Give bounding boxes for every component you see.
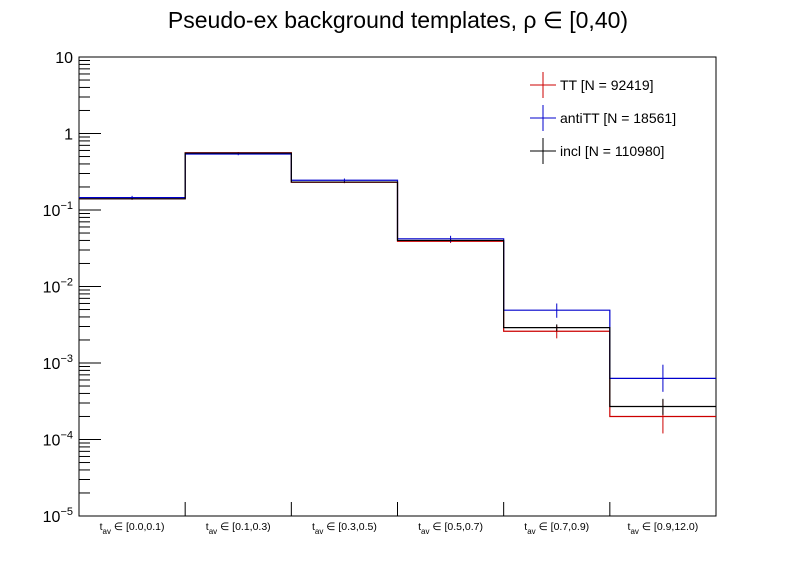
x-tick-range: ∈ [0.3,0.5) [323, 521, 377, 533]
y-tick-base: 10 [43, 509, 61, 526]
x-tick-sub: av [421, 527, 429, 536]
y-tick-label: 10−5 [43, 506, 73, 526]
x-axis: tav ∈ [0.0,0.1) tav ∈ [0.1,0.3) tav ∈ [0.3… [100, 502, 699, 536]
x-tick-main: t [312, 521, 315, 533]
x-tick-sub: av [315, 527, 323, 536]
y-tick-base: 10 [43, 280, 61, 297]
y-tick-base: 1 [64, 127, 73, 144]
x-tick-sub: av [527, 527, 535, 536]
y-tick-label: 10−4 [43, 430, 73, 450]
y-tick-exponent: −1 [60, 200, 73, 212]
x-tick-label: tav ∈ [0.5,0.7) [418, 521, 483, 536]
series-line [79, 152, 716, 408]
y-tick-label: 1 [64, 127, 73, 144]
y-tick-exponent: −3 [60, 353, 73, 365]
series-2 [79, 152, 716, 415]
x-tick-main: t [628, 521, 631, 533]
x-tick-main: t [100, 521, 103, 533]
x-tick-sub: av [103, 527, 111, 536]
y-tick-label: 10−1 [43, 200, 73, 220]
x-tick-main: t [524, 521, 527, 533]
y-tick-label: 10−2 [43, 277, 73, 297]
series-layer [79, 152, 716, 434]
x-tick-range: ∈ [0.9,12.0) [639, 521, 698, 533]
x-tick-main: t [418, 521, 421, 533]
x-tick-label: tav ∈ [0.1,0.3) [206, 521, 271, 536]
y-tick-exponent: −2 [60, 277, 73, 289]
y-tick-base: 10 [43, 356, 61, 373]
chart-title: Pseudo-ex background templates, ρ ∈ [0,4… [168, 7, 628, 33]
legend-label: TT [N = 92419] [560, 77, 654, 93]
x-tick-label: tav ∈ [0.9,12.0) [628, 521, 699, 536]
y-tick-exponent: −5 [60, 506, 73, 518]
legend: TT [N = 92419] antiTT [N = 18561] incl [N … [530, 72, 676, 164]
x-tick-range: ∈ [0.5,0.7) [430, 521, 484, 533]
x-tick-sub: av [209, 527, 217, 536]
y-tick-label: 10 [55, 50, 73, 67]
x-tick-label: tav ∈ [0.7,0.9) [524, 521, 589, 536]
y-tick-base: 10 [43, 433, 61, 450]
y-tick-base: 10 [43, 203, 61, 220]
y-tick-label: 10−3 [43, 353, 73, 373]
x-tick-label: tav ∈ [0.0,0.1) [100, 521, 165, 536]
x-tick-sub: av [630, 527, 638, 536]
x-tick-range: ∈ [0.7,0.9) [536, 521, 590, 533]
x-tick-main: t [206, 521, 209, 533]
y-tick-base: 10 [55, 50, 73, 67]
x-tick-range: ∈ [0.0,0.1) [111, 521, 165, 533]
legend-label: antiTT [N = 18561] [560, 110, 676, 126]
legend-label: incl [N = 110980] [560, 143, 664, 159]
x-tick-label: tav ∈ [0.3,0.5) [312, 521, 377, 536]
y-tick-exponent: −4 [60, 430, 73, 442]
x-tick-range: ∈ [0.1,0.3) [217, 521, 271, 533]
